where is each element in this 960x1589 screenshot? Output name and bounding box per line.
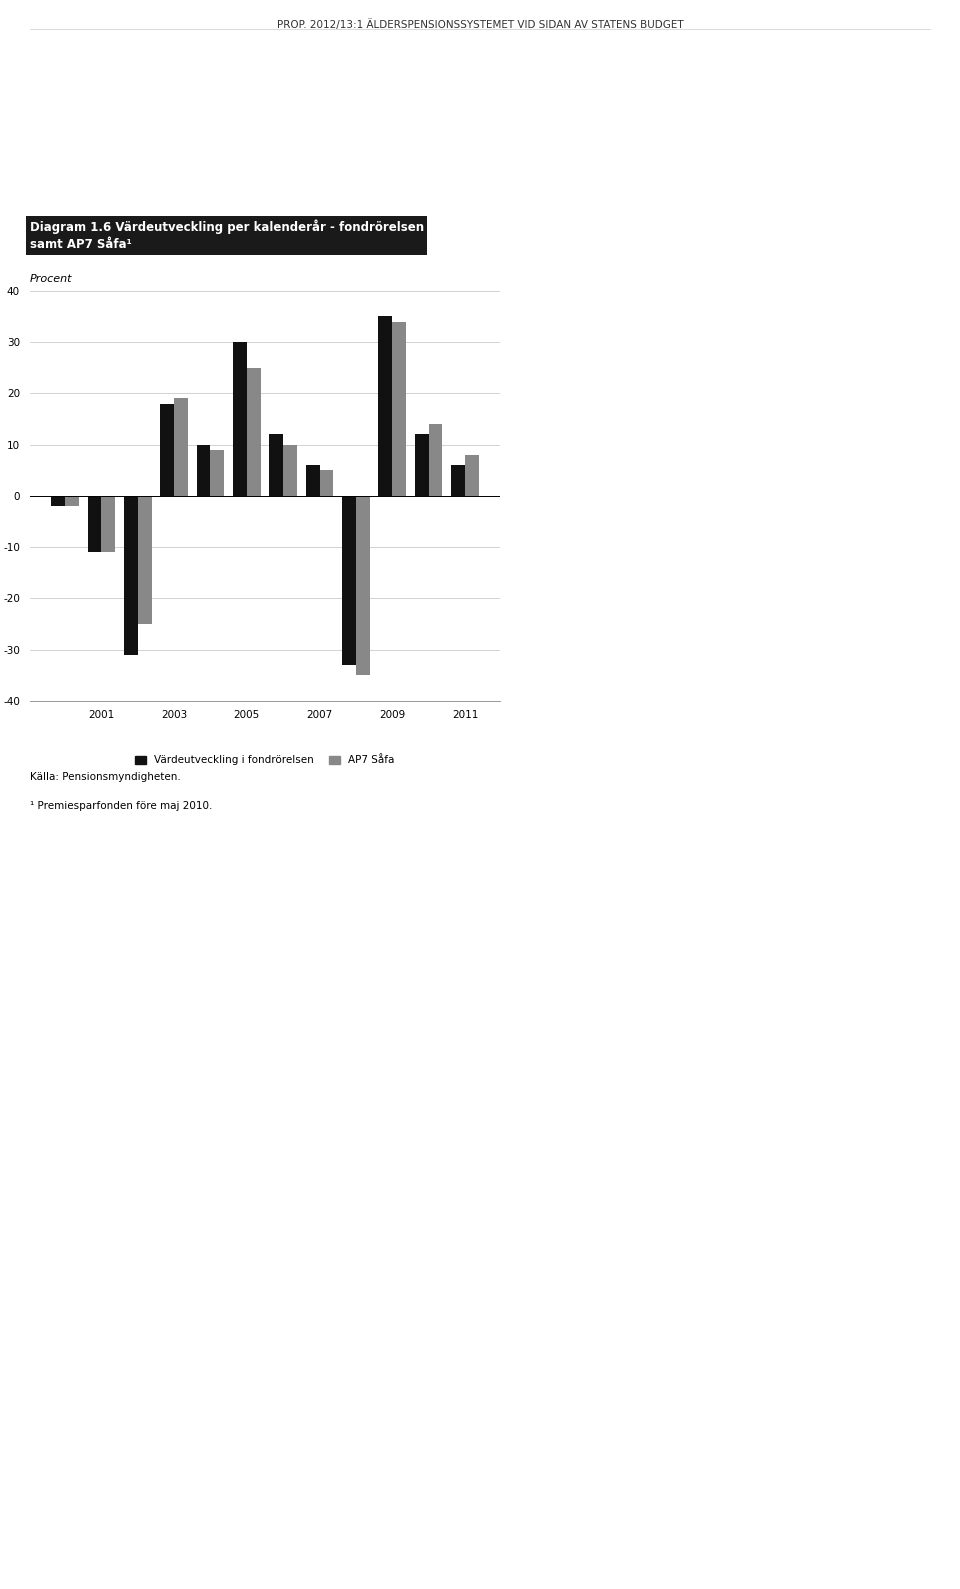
Bar — [451, 466, 465, 496]
Bar — [137, 496, 152, 624]
Bar — [210, 450, 225, 496]
Bar — [124, 496, 137, 655]
Bar — [174, 399, 188, 496]
Text: ¹ Premiesparfonden före maj 2010.: ¹ Premiesparfonden före maj 2010. — [30, 801, 212, 810]
Bar — [51, 496, 65, 505]
Text: PROP. 2012/13:1 ÄLDERSPENSIONSSYSTEMET VID SIDAN AV STATENS BUDGET: PROP. 2012/13:1 ÄLDERSPENSIONSSYSTEMET V… — [276, 19, 684, 30]
Bar — [197, 445, 210, 496]
Bar — [428, 424, 443, 496]
Legend: Värdeutveckling i fondrörelsen, AP7 Såfa: Värdeutveckling i fondrörelsen, AP7 Såfa — [132, 752, 398, 769]
Bar — [305, 466, 320, 496]
Bar — [378, 316, 393, 496]
Bar — [393, 321, 406, 496]
Bar — [87, 496, 102, 551]
Bar — [356, 496, 370, 675]
Text: Diagram 1.6 Värdeutveckling per kalenderår - fondrörelsen
samt AP7 Såfa¹: Diagram 1.6 Värdeutveckling per kalender… — [30, 219, 424, 251]
Bar — [283, 445, 297, 496]
Bar — [465, 454, 479, 496]
Bar — [247, 367, 260, 496]
Bar — [342, 496, 356, 664]
Bar — [270, 434, 283, 496]
Bar — [415, 434, 428, 496]
Bar — [320, 470, 333, 496]
Text: Procent: Procent — [30, 275, 72, 284]
Bar — [233, 342, 247, 496]
Text: Källa: Pensionsmyndigheten.: Källa: Pensionsmyndigheten. — [30, 772, 180, 782]
Bar — [102, 496, 115, 551]
Bar — [65, 496, 79, 505]
Bar — [160, 404, 174, 496]
